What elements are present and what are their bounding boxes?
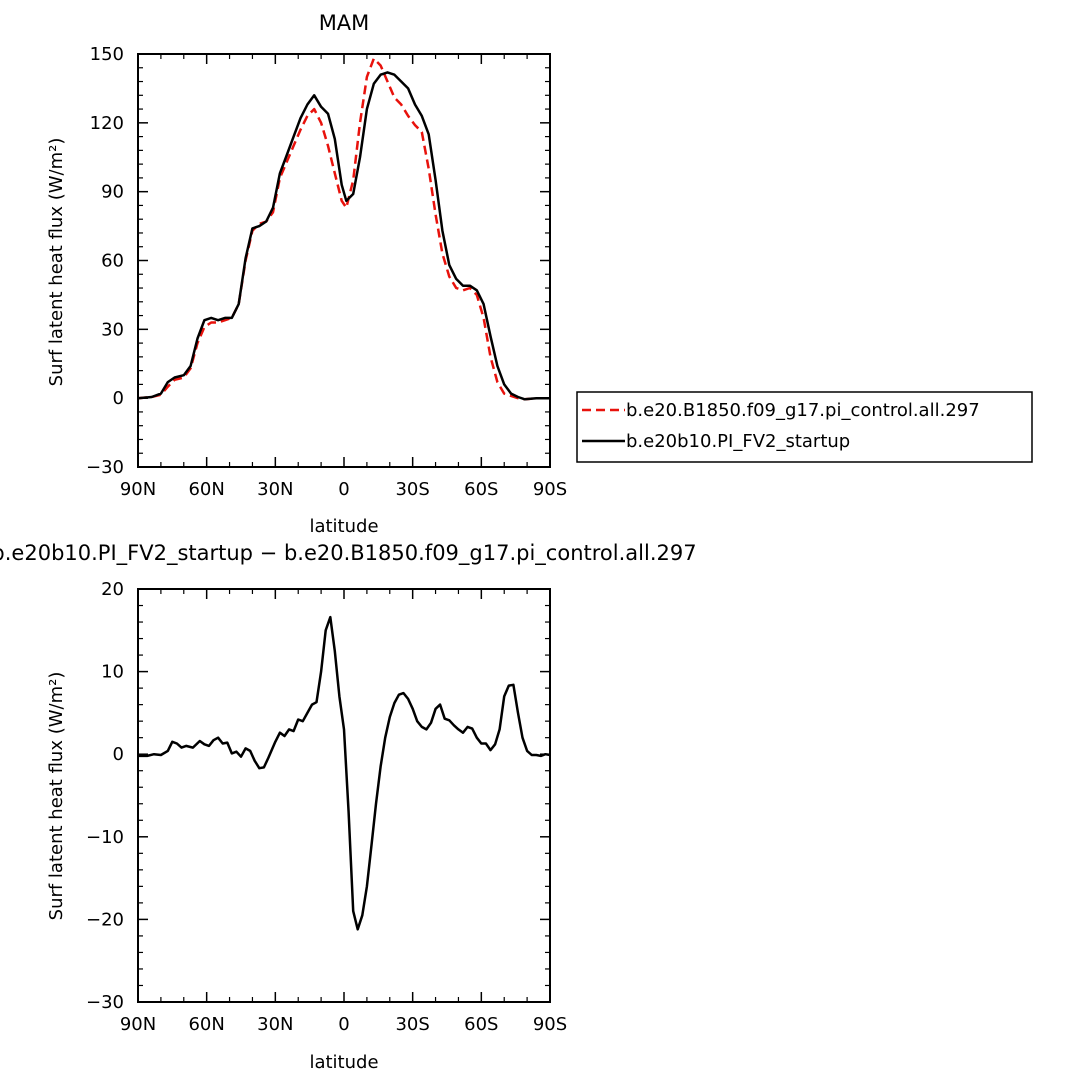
bottom-x-tick-label: 90N	[120, 1014, 156, 1035]
top-series-layer	[137, 57, 550, 401]
top-x-tick-label: 60S	[464, 479, 498, 500]
top-x-tick-label: 30S	[395, 479, 429, 500]
bottom-x-tick-label: 90S	[533, 1014, 567, 1035]
bottom-plot-frame	[137, 588, 551, 1003]
bottom-y-tick-label: 20	[101, 579, 124, 600]
bottom-y-tick-label: 10	[101, 662, 124, 683]
bottom-y-tick-label: −20	[86, 909, 124, 930]
bottom-y-tick-label: 0	[113, 744, 124, 765]
top-x-tick-label: 90S	[533, 479, 567, 500]
top-x-tick-label: 0	[338, 479, 349, 500]
top-series-line-1	[137, 71, 550, 401]
top-chart: MAM 90N 60N 30N 0 30S 60S 90S−300306090120150 …	[46, 11, 1033, 537]
top-y-tick-label: 150	[90, 44, 124, 65]
top-x-tick-label: 60N	[188, 479, 224, 500]
top-y-tick-label: −30	[86, 457, 124, 478]
bottom-x-tick-label: 60N	[188, 1014, 224, 1035]
top-chart-title: MAM	[319, 11, 370, 35]
bottom-y-axis-label: Surf latent heat flux (W/m²)	[46, 672, 67, 921]
legend-entry-fv2-startup: b.e20b10.PI_FV2_startup	[626, 431, 850, 452]
bottom-x-tick-label: 60S	[464, 1014, 498, 1035]
bottom-y-tick-label: −10	[86, 827, 124, 848]
legend-entry-pi-control: b.e20.B1850.f09_g17.pi_control.all.297	[626, 400, 980, 421]
bottom-x-axis-label: latitude	[309, 1052, 378, 1073]
top-y-tick-label: 30	[101, 319, 124, 340]
top-tick-layer: 90N 60N 30N 0 30S 60S 90S −30 0 30 60 90 120 150	[86, 44, 567, 500]
legend-box	[576, 391, 1033, 463]
top-y-tick-label: 0	[113, 388, 124, 409]
bottom-y-tick-label: −30	[86, 992, 124, 1013]
top-x-tick-label: 90N	[120, 479, 156, 500]
top-y-tick-label: 120	[90, 113, 124, 134]
top-x-tick-label: 30N	[257, 479, 293, 500]
bottom-x-tick-label: 30S	[395, 1014, 429, 1035]
bottom-series-layer	[138, 615, 551, 931]
legend: b.e20.B1850.f09_g17.pi_control.all.297 b…	[576, 391, 1033, 463]
bottom-chart: b.e20b10.PI_FV2_startup − b.e20.B1850.f0…	[0, 541, 697, 1073]
top-y-tick-label: 60	[101, 251, 124, 272]
bottom-x-tick-label: 30N	[257, 1014, 293, 1035]
top-plot-frame	[137, 53, 551, 468]
bottom-chart-title: b.e20b10.PI_FV2_startup − b.e20.B1850.f0…	[0, 541, 697, 566]
top-y-tick-label: 90	[101, 182, 124, 203]
top-series-line-0	[137, 57, 550, 401]
top-x-axis-label: latitude	[309, 516, 378, 537]
bottom-x-tick-label: 0	[338, 1014, 349, 1035]
bottom-tick-layer: 90N 60N 30N 0 30S 60S 90S −30 −20 −10 0 10 20	[86, 579, 567, 1035]
top-y-axis-label: Surf latent heat flux (W/m²)	[46, 138, 67, 387]
bottom-series-line-0	[138, 615, 551, 931]
